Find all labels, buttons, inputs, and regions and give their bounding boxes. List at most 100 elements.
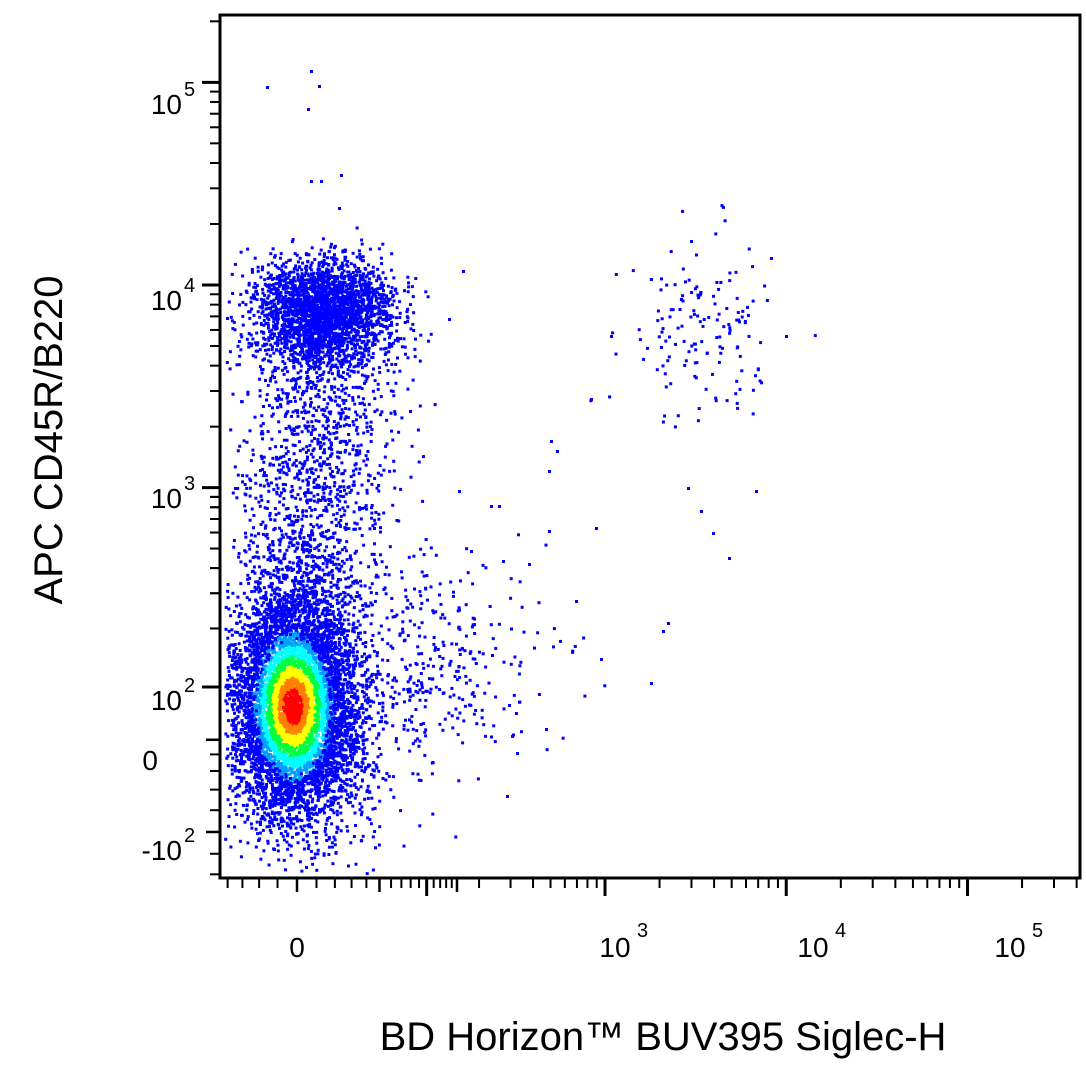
event-dot xyxy=(279,737,283,741)
event-dot xyxy=(314,769,318,773)
event-dot xyxy=(234,753,237,757)
event-dot xyxy=(275,737,279,741)
event-dot xyxy=(373,806,377,810)
event-dot xyxy=(302,591,306,595)
event-dot xyxy=(282,705,285,709)
event-dot xyxy=(346,801,350,805)
event-dot xyxy=(243,658,247,661)
event-dot xyxy=(254,827,258,831)
event-dot xyxy=(247,649,251,653)
event-dot xyxy=(289,680,293,684)
event-dot xyxy=(274,756,277,760)
event-dot xyxy=(275,702,279,706)
event-dot xyxy=(366,765,370,769)
event-dot xyxy=(275,712,278,716)
event-dot xyxy=(284,868,287,872)
event-dot xyxy=(312,723,316,727)
event-dot xyxy=(318,810,321,814)
event-dot xyxy=(306,679,310,683)
event-dot xyxy=(235,775,239,779)
event-dot xyxy=(258,565,261,569)
event-dot xyxy=(347,629,351,633)
event-dot xyxy=(300,703,304,707)
event-dot xyxy=(275,673,279,677)
event-dot xyxy=(246,680,250,684)
event-dot xyxy=(297,765,301,769)
event-dot xyxy=(257,699,261,703)
event-dot xyxy=(315,682,319,686)
event-dot xyxy=(288,725,292,729)
event-dot xyxy=(279,796,283,800)
event-dot xyxy=(265,724,269,728)
event-dot xyxy=(360,769,364,773)
event-dot xyxy=(281,753,284,757)
event-dot xyxy=(324,768,328,772)
event-dot xyxy=(256,789,260,792)
event-dot xyxy=(294,826,298,830)
event-dot xyxy=(243,769,247,773)
event-dot xyxy=(300,828,304,831)
event-dot xyxy=(252,755,256,759)
event-dot xyxy=(284,653,288,657)
event-dot xyxy=(338,754,342,758)
event-dot xyxy=(287,680,290,684)
event-dot xyxy=(293,751,297,754)
event-dot xyxy=(285,758,289,762)
event-dot xyxy=(278,701,282,705)
event-dot xyxy=(305,655,309,659)
event-dot xyxy=(317,716,321,720)
event-dot xyxy=(318,808,321,812)
event-dot xyxy=(237,783,241,786)
event-dot xyxy=(247,754,251,758)
event-dot xyxy=(275,576,279,579)
event-dot xyxy=(321,712,324,715)
event-dot xyxy=(239,855,243,859)
event-dot xyxy=(287,843,291,847)
event-dot xyxy=(291,770,295,774)
event-dot xyxy=(349,784,353,788)
event-dot xyxy=(236,739,240,743)
event-dot xyxy=(326,804,330,808)
event-dot xyxy=(244,716,248,720)
event-dot xyxy=(337,578,340,581)
event-dot xyxy=(224,685,228,689)
event-dot xyxy=(293,680,297,684)
event-dot xyxy=(261,713,265,717)
event-dot xyxy=(254,845,258,849)
event-dot xyxy=(229,614,233,618)
event-dot xyxy=(332,779,336,783)
event-dot xyxy=(231,741,235,745)
event-dot xyxy=(338,677,342,681)
event-dot xyxy=(297,712,301,716)
event-dot xyxy=(234,795,238,798)
event-dot xyxy=(274,628,278,632)
event-dot xyxy=(320,715,324,719)
event-dot xyxy=(310,776,314,780)
event-dot xyxy=(310,743,314,746)
event-dot xyxy=(250,729,253,733)
event-dot xyxy=(291,643,295,647)
event-dot xyxy=(293,686,297,690)
event-dot xyxy=(295,805,299,809)
event-dot xyxy=(303,751,306,755)
event-dot xyxy=(268,777,272,781)
event-dot xyxy=(262,692,266,696)
event-dot xyxy=(314,729,318,733)
event-dot xyxy=(263,678,266,682)
event-dot xyxy=(293,748,297,752)
event-dot xyxy=(283,721,287,725)
event-dot xyxy=(230,723,234,727)
event-dot xyxy=(340,819,344,823)
event-dot xyxy=(281,645,285,649)
event-dot xyxy=(275,620,279,624)
event-dot xyxy=(266,689,269,693)
event-dot xyxy=(287,623,291,627)
event-dot xyxy=(262,718,266,721)
event-dot xyxy=(283,685,287,689)
event-dot xyxy=(319,652,323,656)
event-dot xyxy=(318,643,322,647)
event-dot xyxy=(234,759,238,763)
event-dot xyxy=(270,755,274,759)
event-dot xyxy=(267,650,271,654)
event-dot xyxy=(278,647,282,651)
